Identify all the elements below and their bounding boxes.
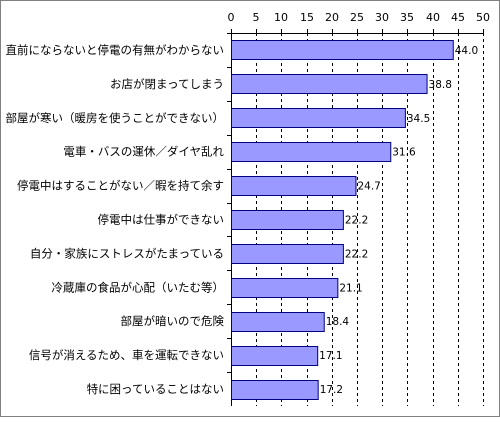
x-tick-label: 50 (476, 11, 490, 24)
bar (231, 346, 319, 366)
x-tick-label: 30 (375, 11, 389, 24)
x-tick-label: 5 (253, 11, 260, 24)
category-label: 信号が消えるため、車を運転できない (29, 348, 224, 362)
value-label: 18.4 (326, 316, 350, 328)
category-label: 特に困っていることはない (87, 382, 224, 396)
bar (231, 312, 325, 332)
bar (231, 40, 454, 60)
x-tick-label: 25 (350, 11, 364, 24)
category-label: 自分・家族にストレスがたまっている (30, 246, 224, 260)
x-tick-labels: 0 5 10 15 20 25 30 35 40 45 50 (228, 11, 491, 24)
bars (231, 40, 454, 400)
bar (231, 74, 428, 94)
category-label: 電車・バスの運休／ダイヤ乱れ (63, 145, 224, 159)
x-tick-label: 40 (426, 11, 440, 24)
bar (231, 210, 344, 230)
value-label: 17.1 (319, 350, 342, 362)
category-labels: 直前にならないと停電の有無がわからないお店が閉まってしまう部屋が寒い（暖房を使う… (6, 43, 225, 396)
x-tick-label: 45 (451, 11, 465, 24)
bar (231, 278, 339, 298)
value-label: 22.2 (345, 248, 368, 260)
value-label: 34.5 (407, 113, 430, 125)
bar (231, 380, 319, 400)
category-label: 冷蔵庫の食品が心配（いたむ等） (52, 280, 225, 294)
x-tick-label: 35 (400, 11, 414, 24)
bar (231, 142, 392, 162)
category-label: 部屋が暗いので危険 (121, 314, 225, 328)
bar (231, 108, 406, 128)
bar (231, 176, 357, 196)
value-label: 44.0 (455, 45, 478, 57)
bar (231, 244, 344, 264)
value-label: 38.8 (429, 79, 452, 91)
value-label: 24.7 (357, 181, 380, 193)
category-label: お店が閉まってしまう (110, 77, 224, 91)
value-label: 21.1 (339, 282, 362, 294)
value-label: 31.6 (392, 147, 416, 159)
category-label: 停電中は仕事ができない (98, 213, 225, 227)
x-tick-label: 10 (274, 11, 288, 24)
x-tick-label: 0 (228, 11, 235, 24)
value-label: 22.2 (345, 215, 368, 227)
category-label: 部屋が寒い（暖房を使うことができない） (6, 111, 225, 125)
category-label: 直前にならないと停電の有無がわからない (6, 43, 225, 57)
value-labels: 44.0 38.8 34.5 31.6 24.7 22.2 22.2 21.1 18.4 17.1… (319, 45, 478, 396)
value-label: 17.2 (320, 384, 343, 396)
category-label: 停電中はすることがない／暇を持て余す (17, 179, 224, 193)
grid-lines (231, 33, 484, 406)
x-tick-label: 15 (300, 11, 314, 24)
x-tick-label: 20 (325, 11, 339, 24)
